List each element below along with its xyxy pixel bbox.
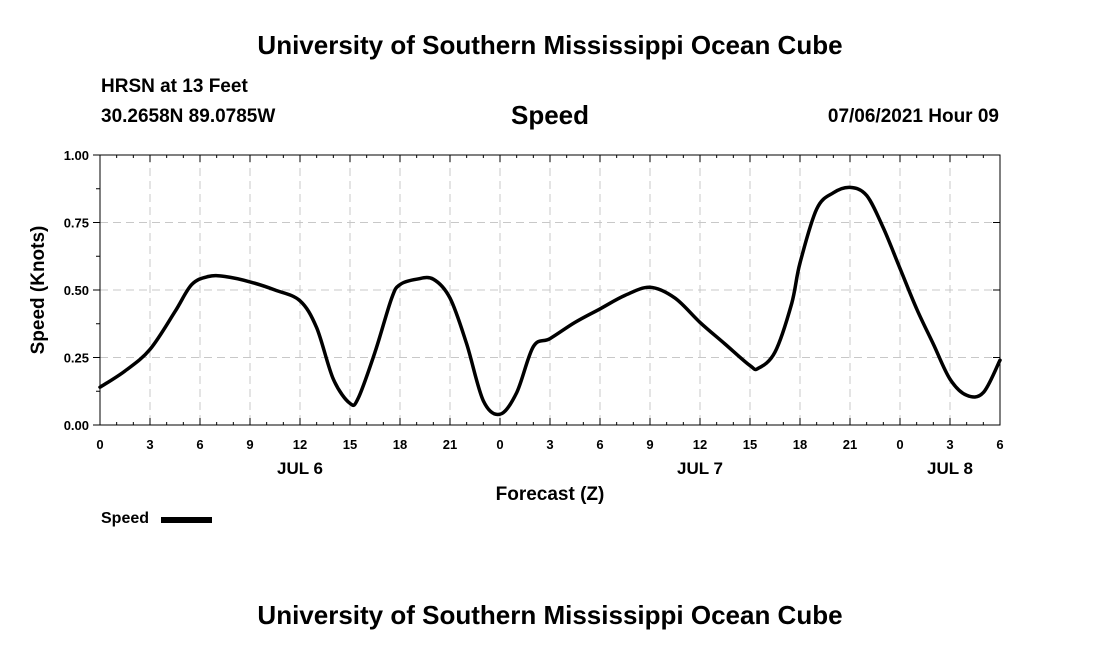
x-axis-title: Forecast (Z)	[496, 484, 605, 505]
x-tick-label: 18	[393, 437, 407, 452]
footer-title: University of Southern Mississippi Ocean…	[257, 600, 843, 630]
x-tick-label: 21	[443, 437, 457, 452]
forecast-datetime: 07/06/2021 Hour 09	[827, 106, 999, 127]
x-tick-label: 9	[246, 437, 253, 452]
x-tick-label: 6	[996, 437, 1003, 452]
axis-ticks	[93, 154, 1001, 426]
x-tick-label: 15	[743, 437, 757, 452]
legend-swatch	[161, 517, 212, 523]
station-coordinates: 30.2658N 89.0785W	[101, 106, 276, 127]
chart-title: Speed	[510, 100, 590, 130]
x-tick-label: 12	[693, 437, 707, 452]
grid-lines	[100, 155, 1000, 425]
x-tick-label: 9	[646, 437, 653, 452]
y-tick-label: 1.00	[64, 148, 89, 163]
x-tick-label: 0	[96, 437, 103, 452]
y-tick-label: 0.50	[64, 283, 89, 298]
x-tick-label: 15	[343, 437, 357, 452]
x-tick-label: 18	[793, 437, 807, 452]
x-tick-label: 3	[146, 437, 153, 452]
x-tick-label: 12	[293, 437, 307, 452]
station-name: HRSN at 13 Feet	[101, 76, 248, 97]
x-tick-label: 0	[496, 437, 503, 452]
x-tick-label: 0	[896, 437, 903, 452]
x-tick-label: 6	[196, 437, 203, 452]
date-label: JUL 8	[927, 459, 973, 478]
x-tick-label: 3	[546, 437, 553, 452]
y-tick-label: 0.00	[64, 418, 89, 433]
speed-series-line	[98, 185, 1002, 417]
y-axis-title: Speed (Knots)	[28, 226, 49, 355]
x-tick-label: 3	[946, 437, 953, 452]
legend-label: Speed	[101, 510, 150, 527]
y-tick-label: 0.75	[64, 216, 89, 231]
y-tick-label: 0.25	[64, 351, 89, 366]
date-label: JUL 6	[277, 459, 323, 478]
axis-tick-labels: 0 3 6 9 12 15 18 21 0 3 6 9 12 15 18 21 0 3 6 JUL 6 JUL 7 JUL…	[64, 148, 1004, 478]
x-tick-label: 6	[596, 437, 603, 452]
header-title: University of Southern Mississippi Ocean…	[257, 30, 843, 60]
x-tick-label: 21	[843, 437, 857, 452]
date-label: JUL 7	[677, 459, 723, 478]
